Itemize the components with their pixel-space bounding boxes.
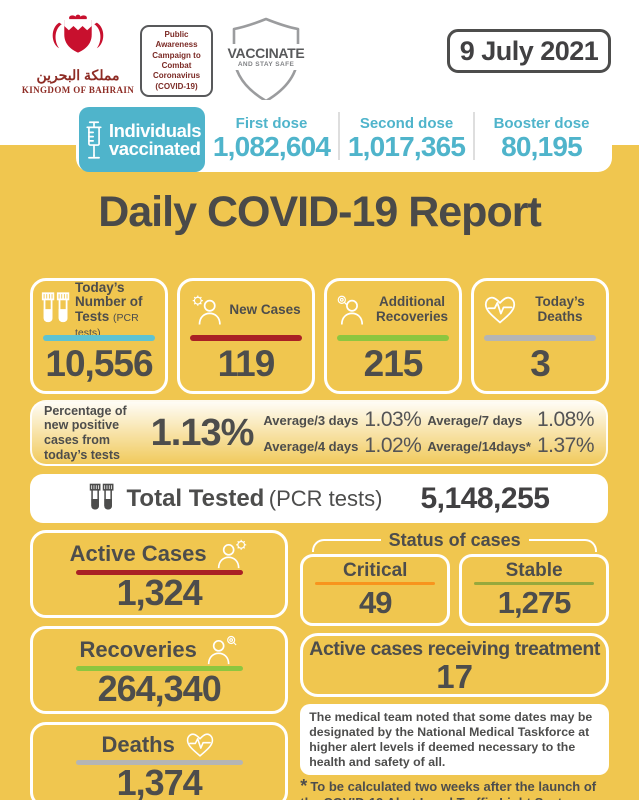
second-dose: Second dose 1,017,365 bbox=[347, 114, 466, 162]
individuals-vaccinated-text: Individuals vaccinated bbox=[108, 119, 202, 159]
dose-columns: First dose 1,082,604 Second dose 1,017,3… bbox=[205, 100, 608, 172]
stat-card-value: 10,556 bbox=[45, 343, 153, 384]
stat-card-value: 3 bbox=[530, 343, 551, 384]
stat-card-title: Today’s Number of Tests (PCR tests) bbox=[75, 279, 143, 339]
test-tubes-icon bbox=[41, 291, 71, 329]
total-tested-value: 5,148,255 bbox=[420, 481, 550, 515]
heart-pulse-icon bbox=[482, 294, 518, 326]
total-tested-bar: Total Tested (PCR tests) 5,148,255 bbox=[30, 474, 608, 523]
stat-card-todays-deaths: Today’s Deaths 3 bbox=[471, 278, 609, 394]
report-date: 9 July 2021 bbox=[447, 29, 611, 73]
status-column: Status of cases Critical 49 Stable 1,275… bbox=[300, 530, 610, 800]
person-virus-icon bbox=[215, 539, 249, 569]
accent-underline bbox=[315, 582, 436, 585]
person-recovered-icon bbox=[205, 635, 239, 665]
total-tested-label: Total Tested bbox=[126, 484, 265, 512]
kingdom-name-arabic: مملكة البحرين bbox=[36, 67, 120, 83]
active-cases-card: Active Cases bbox=[30, 530, 289, 618]
accent-underline bbox=[337, 335, 449, 341]
accent-underline bbox=[43, 335, 155, 341]
critical-box: Critical 49 bbox=[300, 554, 451, 626]
vaccinate-badge-text: VACCINATE AND STAY SAFE bbox=[218, 44, 314, 70]
page-title: Daily COVID-19 Report bbox=[98, 188, 542, 236]
stat-card-additional-recoveries: Additional Recoveries 215 bbox=[324, 278, 462, 394]
stat-card-todays-tests: Today’s Number of Tests (PCR tests) 10,5… bbox=[30, 278, 168, 394]
person-virus-icon bbox=[191, 294, 225, 326]
bracket-left bbox=[312, 539, 381, 552]
recoveries-value: 264,340 bbox=[97, 668, 222, 709]
accent-underline bbox=[484, 335, 596, 341]
stat-cards-row: Today’s Number of Tests (PCR tests) 10,5… bbox=[30, 278, 609, 394]
bracket-right bbox=[528, 539, 598, 552]
test-tubes-dark-icon bbox=[89, 481, 115, 517]
active-cases-value: 1,324 bbox=[116, 572, 203, 613]
stat-card-value: 119 bbox=[217, 343, 276, 384]
accent-underline bbox=[75, 760, 243, 765]
campaign-box: Public Awareness Campaign to Combat Coro… bbox=[140, 25, 213, 97]
deaths-card: Deaths 1,374 bbox=[30, 722, 289, 800]
medical-team-note: The medical team noted that some dates m… bbox=[300, 704, 609, 776]
vaccinate-badge: VACCINATE AND STAY SAFE bbox=[218, 14, 314, 106]
stat-card-value: 215 bbox=[363, 343, 424, 384]
positivity-panel: Percentage of new positive cases from to… bbox=[30, 400, 608, 466]
vaccination-strip: Individuals vaccinated First dose 1,082,… bbox=[76, 100, 612, 172]
syringe-icon bbox=[83, 116, 105, 164]
status-of-cases-header: Status of cases bbox=[300, 530, 609, 552]
averages-grid: Average/3 days 1.03% Average/7 days 1.08… bbox=[263, 408, 594, 457]
bahrain-coat-of-arms-icon bbox=[43, 14, 113, 62]
person-recovered-icon bbox=[335, 294, 369, 326]
stable-value: 1,275 bbox=[497, 585, 572, 620]
kingdom-name-english: KINGDOM OF BAHRAIN bbox=[21, 84, 135, 95]
asterisk-footnote: * To be calculated two weeks after the la… bbox=[300, 776, 597, 800]
summary-column: Active Cases bbox=[30, 530, 289, 800]
stat-card-new-cases: New Cases 119 bbox=[177, 278, 315, 394]
first-dose: First dose 1,082,604 bbox=[212, 114, 331, 162]
accent-underline bbox=[474, 582, 595, 585]
recoveries-card: Recoveries 264,340 bbox=[30, 626, 289, 714]
treatment-value: 17 bbox=[436, 658, 473, 695]
bahrain-emblem-block: مملكة البحرين KINGDOM OF BAHRAIN bbox=[20, 14, 136, 95]
treatment-box: Active cases receiving treatment 17 bbox=[300, 633, 609, 698]
accent-underline bbox=[75, 666, 243, 671]
positivity-label: Percentage of new positive cases from to… bbox=[44, 403, 127, 462]
deaths-value: 1,374 bbox=[116, 762, 203, 800]
heart-pulse-icon bbox=[183, 731, 217, 759]
divider bbox=[338, 112, 340, 160]
accent-underline bbox=[75, 570, 243, 575]
total-tested-sublabel: (PCR tests) bbox=[268, 485, 383, 511]
positivity-value: 1.13% bbox=[150, 411, 255, 454]
stable-box: Stable 1,275 bbox=[459, 554, 610, 626]
booster-dose: Booster dose 80,195 bbox=[493, 114, 590, 162]
bottom-section: Active Cases bbox=[30, 530, 610, 800]
individuals-vaccinated-label: Individuals vaccinated bbox=[79, 107, 205, 172]
divider bbox=[473, 112, 475, 160]
accent-underline bbox=[190, 335, 302, 341]
critical-value: 49 bbox=[358, 585, 392, 620]
